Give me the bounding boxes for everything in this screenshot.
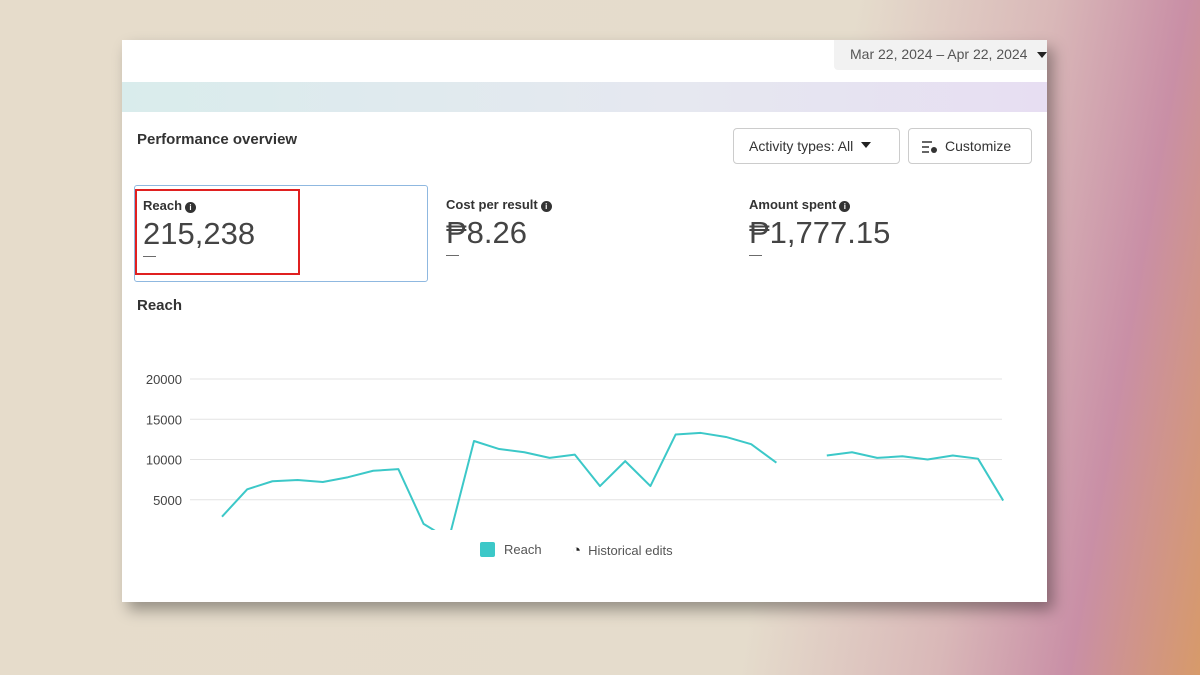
legend-historical-edits[interactable]: ◔ Historical edits [572, 542, 673, 559]
caret-down-icon [861, 142, 872, 153]
customize-label: Customize [945, 138, 1012, 154]
metric-amount-spent[interactable]: Amount spent i ₱1,777.15— [741, 185, 1035, 282]
gauge-icon: ◔ [572, 542, 582, 559]
header-band [122, 82, 1047, 112]
reach-series-line [221, 431, 777, 530]
metric-value: 215,238 [143, 216, 256, 251]
customize-button[interactable]: Customize [908, 128, 1032, 164]
metric-change: — [446, 247, 459, 262]
metric-change: — [143, 248, 156, 263]
legend-reach[interactable]: Reach [480, 542, 542, 557]
activity-types-label: Activity types: All [749, 138, 854, 154]
performance-card: Mar 22, 2024 – Apr 22, 2024 Performance … [122, 40, 1047, 602]
activity-types-dropdown[interactable]: Activity types: All [733, 128, 900, 164]
metric-reach[interactable]: Reach i 215,238— [134, 185, 428, 282]
metric-value: ₱1,777.15 [749, 215, 891, 250]
metric-label: Amount spent [749, 197, 837, 212]
y-tick-label: 5000 [153, 493, 182, 508]
reach-line-chart: 20000150001000050000Mar 22Mar 26Mar 30Ap… [146, 372, 1005, 530]
reach-series-line [826, 451, 1005, 502]
info-icon[interactable]: i [540, 201, 552, 212]
info-icon[interactable]: i [185, 202, 197, 213]
reach-swatch [480, 542, 495, 557]
legend-label: Historical edits [588, 543, 673, 558]
metric-change: — [749, 247, 762, 262]
date-range-label: Mar 22, 2024 – Apr 22, 2024 [850, 46, 1028, 62]
highlight-box [135, 189, 300, 275]
metric-value: ₱8.26 [446, 215, 528, 250]
y-tick-label: 15000 [146, 412, 182, 427]
y-tick-label: 10000 [146, 453, 182, 468]
legend-label: Reach [504, 542, 542, 557]
customize-settings-icon [922, 141, 937, 153]
section-title: Performance overview [137, 131, 298, 148]
y-tick-label: 20000 [146, 372, 182, 387]
metric-label: Reach [143, 198, 183, 213]
date-range-picker[interactable]: Mar 22, 2024 – Apr 22, 2024 [834, 40, 1047, 70]
caret-down-icon [1037, 52, 1047, 63]
info-icon[interactable]: i [839, 201, 851, 212]
metric-cost-per-result[interactable]: Cost per result i ₱8.26— [438, 185, 732, 282]
metric-label: Cost per result [446, 197, 538, 212]
chart-title: Reach [137, 297, 183, 314]
